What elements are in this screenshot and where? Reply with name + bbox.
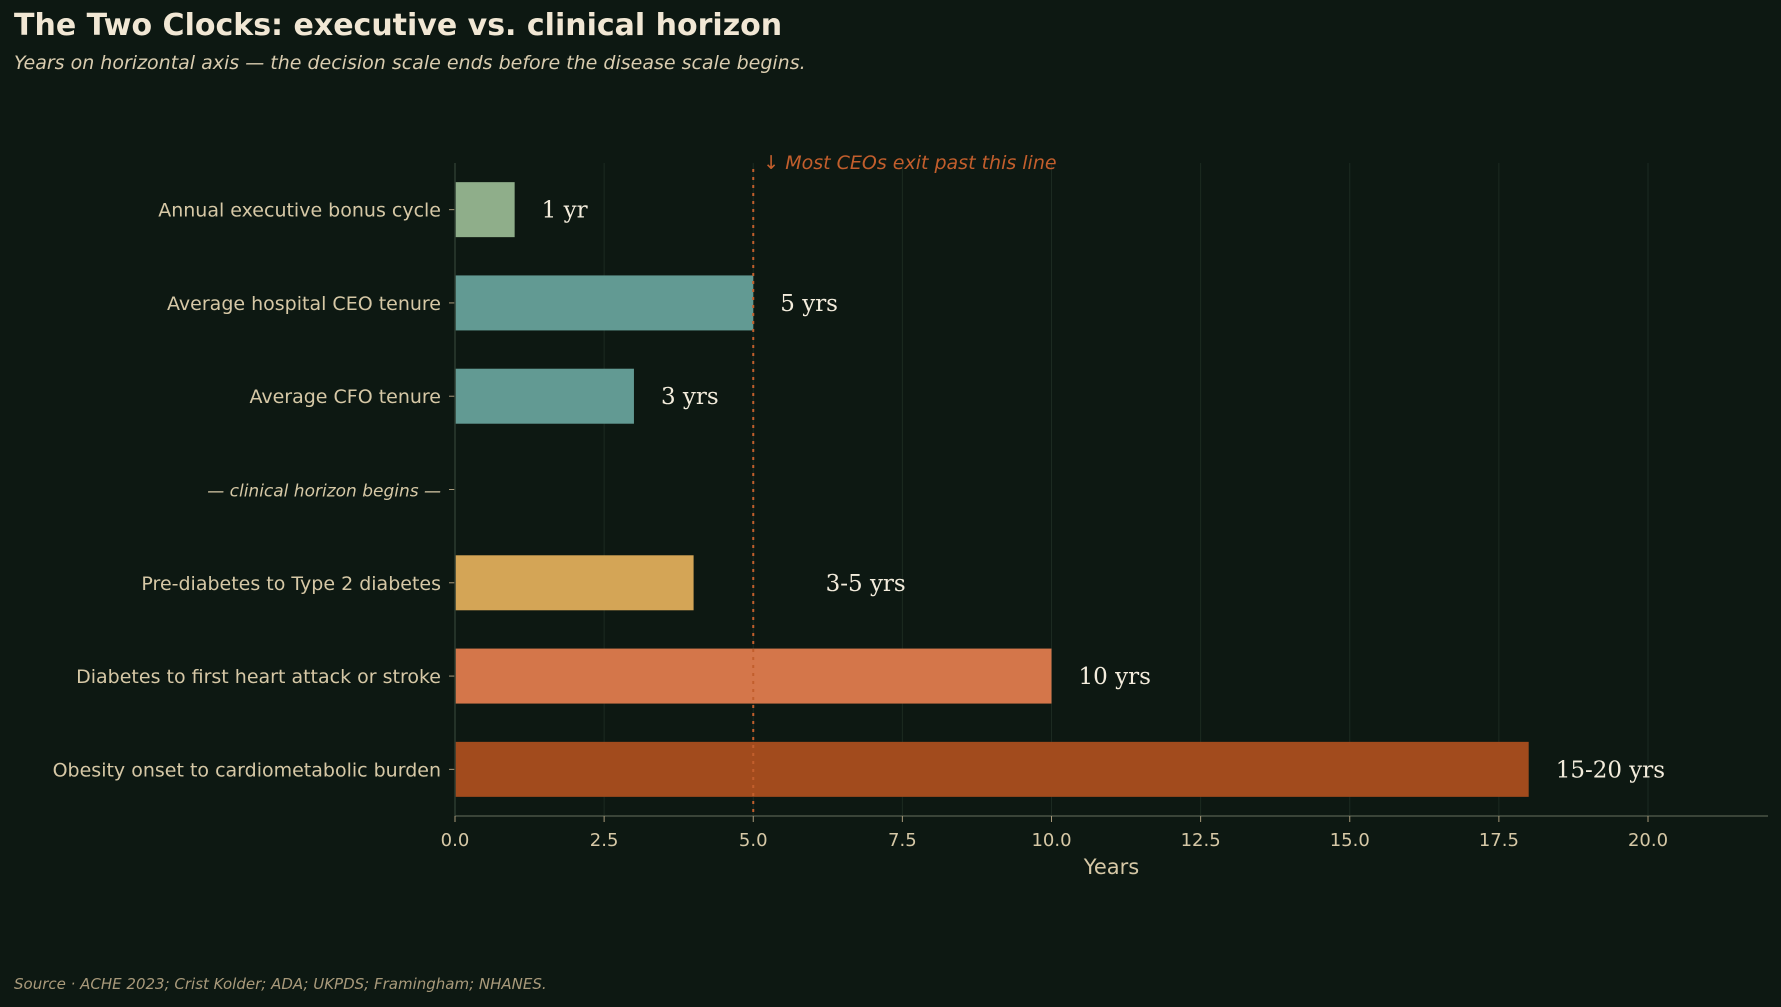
x-tick-label: 17.5 [1479, 830, 1519, 851]
value-label: 3-5 yrs [826, 571, 906, 597]
value-label: 5 yrs [780, 291, 838, 317]
x-tick-label: 20.0 [1628, 830, 1668, 851]
grid-lines [603, 163, 1649, 816]
bars [455, 182, 1529, 797]
value-label: 15-20 yrs [1556, 757, 1665, 783]
reference-line-annotation: ↓ Most CEOs exit past this line [763, 152, 1056, 174]
value-label: 10 yrs [1079, 664, 1151, 690]
bar [455, 741, 1529, 797]
category-label: Pre-diabetes to Type 2 diabetes [141, 573, 441, 595]
bar [455, 648, 1052, 704]
chart-title: The Two Clocks: executive vs. clinical h… [14, 8, 783, 43]
axes: 0.0 2.5 5.0 7.5 10.0 12.5 15.0 17.5 20.0 Years [441, 163, 1768, 879]
value-label: 3 yrs [661, 384, 719, 410]
x-tick-label: 5.0 [739, 830, 768, 851]
bar [455, 182, 515, 238]
labels: Annual executive bonus cycle 1 yr Average … [53, 198, 1666, 784]
bar [455, 275, 754, 331]
separator-label: — clinical horizon begins — [207, 482, 441, 502]
reference-line-group: ↓ Most CEOs exit past this line [752, 152, 1057, 816]
x-tick-label: 0.0 [441, 830, 470, 851]
category-label: Average CFO tenure [249, 386, 441, 408]
x-tick-label: 12.5 [1181, 830, 1221, 851]
bar [455, 368, 634, 424]
category-label: Obesity onset to cardiometabolic burden [53, 759, 441, 781]
value-label: 1 yr [542, 198, 588, 224]
category-label: Annual executive bonus cycle [158, 200, 441, 222]
category-label: Diabetes to first heart attack or stroke [76, 666, 441, 688]
chart-subtitle: Years on horizontal axis — the decision … [14, 52, 806, 74]
x-tick-label: 7.5 [888, 830, 917, 851]
source-note: Source · ACHE 2023; Crist Kolder; ADA; U… [14, 975, 547, 993]
x-tick-label: 2.5 [590, 830, 619, 851]
category-label: Average hospital CEO tenure [167, 293, 441, 315]
x-tick-label: 15.0 [1330, 830, 1370, 851]
x-axis-label: Years [1083, 855, 1139, 879]
x-tick-label: 10.0 [1031, 830, 1071, 851]
bar [455, 555, 694, 611]
